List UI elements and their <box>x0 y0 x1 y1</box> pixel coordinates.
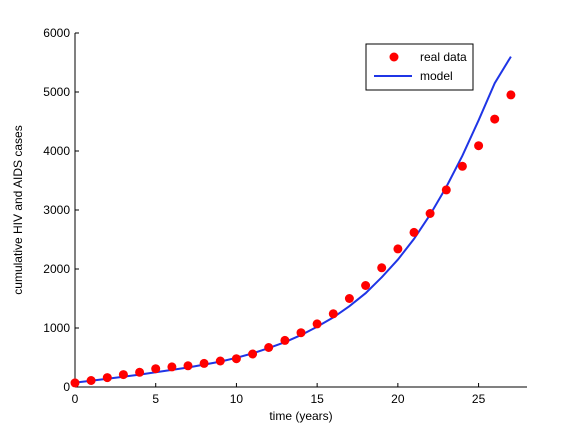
real-data-point <box>296 328 306 338</box>
x-axis-label: time (years) <box>269 409 332 423</box>
real-data-point <box>490 114 500 124</box>
legend: real data model <box>365 43 474 91</box>
real-data-point <box>280 335 290 345</box>
real-data-point <box>344 294 354 303</box>
y-tick-label: 6000 <box>43 26 70 40</box>
real-data-point <box>199 358 209 368</box>
real-data-point <box>457 161 467 171</box>
real-data-point <box>377 263 387 273</box>
x-tick-label: 15 <box>310 392 324 406</box>
real-data-point <box>167 362 177 372</box>
real-data-point <box>409 227 419 237</box>
real-data-point <box>183 361 193 371</box>
real-data-point <box>425 209 435 218</box>
real-data-point <box>361 281 371 290</box>
y-tick-label: 4000 <box>43 144 70 158</box>
legend-model-label: model <box>420 69 453 83</box>
real-data-point <box>215 356 225 366</box>
x-tick-label: 0 <box>72 392 79 406</box>
x-tick-label: 5 <box>152 392 159 406</box>
x-tick-label: 20 <box>391 392 405 406</box>
y-tick-label: 0 <box>63 380 70 394</box>
real-data-point <box>328 309 338 319</box>
y-tick-label: 1000 <box>43 321 70 335</box>
series-layer <box>70 56 516 388</box>
plot-area <box>75 33 527 387</box>
real-data-point <box>506 90 516 100</box>
model-line <box>74 56 512 384</box>
real-data-point <box>102 373 112 383</box>
y-axis-label: cumulative HIV and AIDS cases <box>11 125 25 294</box>
legend-box <box>365 43 474 91</box>
real-data-point <box>474 141 484 151</box>
real-data-point <box>248 349 258 359</box>
real-data-point <box>151 364 161 374</box>
real-data-point <box>264 343 274 352</box>
real-data-point <box>231 354 241 364</box>
y-axis-ticks: 0 1000 2000 3000 4000 5000 6000 <box>43 26 79 394</box>
legend-real-data-label: real data <box>420 50 467 64</box>
y-tick-label: 2000 <box>43 262 70 276</box>
y-tick-label: 3000 <box>43 203 70 217</box>
y-tick-label: 5000 <box>43 85 70 99</box>
real-data-point <box>312 319 322 329</box>
real-data-point <box>86 376 96 385</box>
real-data-point <box>441 185 451 195</box>
real-data-point <box>393 244 403 254</box>
x-axis-ticks: 0 5 10 15 20 25 <box>72 383 486 406</box>
legend-real-data-marker <box>389 52 399 62</box>
real-data-point <box>135 367 145 377</box>
real-data-point <box>70 378 80 388</box>
x-tick-label: 10 <box>230 392 244 406</box>
x-tick-label: 25 <box>472 392 486 406</box>
real-data-point <box>118 370 128 380</box>
